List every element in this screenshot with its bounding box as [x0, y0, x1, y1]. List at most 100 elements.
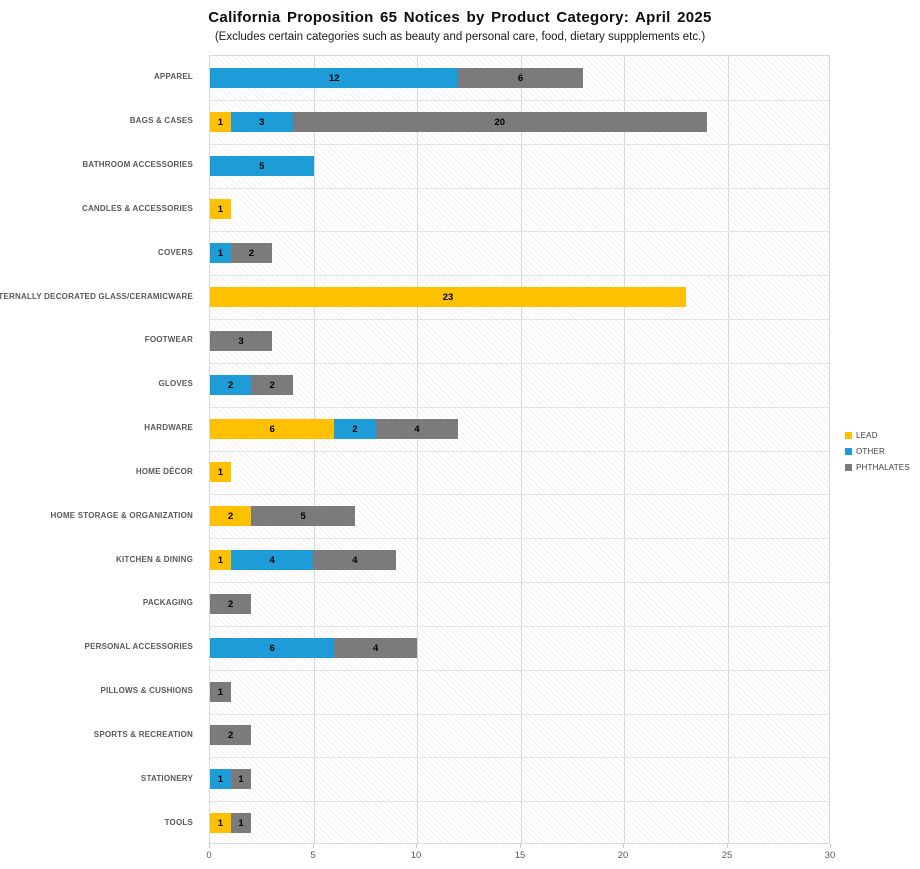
bar-segment-other-kitchen-dining: 4: [230, 550, 314, 570]
gridline-horizontal: [210, 714, 829, 715]
category-label-personal-accessories: PERSONAL ACCESSORIES: [84, 642, 193, 652]
x-tick-label-25: 25: [721, 850, 733, 861]
x-tick-mark-10: [416, 844, 417, 848]
category-label-sports-recreation: SPORTS & RECREATION: [93, 729, 193, 739]
x-tick-mark-20: [623, 844, 624, 848]
bar-row-sports-recreation: 2: [210, 725, 252, 745]
category-label-home-d-cor: HOME DÉCOR: [135, 466, 193, 476]
category-label-externally-decorated-glass-ceramicware: EXTERNALLY DECORATED GLASS/CERAMICWARE: [0, 291, 193, 301]
bar-row-apparel: 12 6: [210, 68, 583, 88]
gridline-horizontal: [210, 670, 829, 671]
bar-segment-lead-hardware: 6: [210, 419, 335, 439]
gridline-horizontal: [210, 231, 829, 232]
gridline-horizontal: [210, 801, 829, 802]
legend-entry-lead: LEAD: [845, 431, 910, 440]
gridline-horizontal: [210, 407, 829, 408]
legend-swatch-lead: [845, 432, 852, 439]
bar-segment-phthalates-stationery: 1: [230, 769, 252, 789]
category-label-stationery: STATIONERY: [140, 773, 193, 783]
gridline-vertical-15: [521, 56, 522, 843]
bar-segment-phthalates-pillows-cushions: 1: [210, 682, 231, 702]
gridline-horizontal: [210, 582, 829, 583]
gridline-horizontal: [210, 626, 829, 627]
bar-row-home-d-cor: 1: [210, 462, 231, 482]
legend-label-other: OTHER: [856, 447, 885, 456]
legend-swatch-other: [845, 448, 852, 455]
gridline-horizontal: [210, 363, 829, 364]
plot-area: 12 6 1 3 20 5 1 1 2 23 3 2 2 6 2 4 1 2 5 1 4 4 2 6 4 1 2 1 1 1 1: [209, 55, 830, 844]
bar-segment-phthalates-footwear: 3: [210, 331, 273, 351]
gridline-horizontal: [210, 144, 829, 145]
bar-segment-lead-candles-accessories: 1: [210, 199, 231, 219]
category-label-home-storage-organization: HOME STORAGE & ORGANIZATION: [50, 510, 193, 520]
gridline-horizontal: [210, 451, 829, 452]
bar-segment-phthalates-tools: 1: [230, 813, 252, 833]
gridline-horizontal: [210, 538, 829, 539]
bar-segment-lead-bags-cases: 1: [210, 112, 231, 132]
bar-segment-lead-home-d-cor: 1: [210, 462, 231, 482]
category-label-bags-cases: BAGS & CASES: [129, 116, 193, 126]
bar-segment-lead-tools: 1: [210, 813, 231, 833]
category-label-tools: TOOLS: [164, 817, 193, 827]
category-label-hardware: HARDWARE: [144, 423, 193, 433]
bar-segment-lead-externally-decorated-glass-ceramicware: 23: [210, 287, 687, 307]
legend-swatch-phthalates: [845, 464, 852, 471]
x-tick-label-20: 20: [617, 850, 629, 861]
legend: LEAD OTHER PHTHALATES: [845, 431, 910, 479]
bar-segment-lead-kitchen-dining: 1: [210, 550, 231, 570]
bar-row-packaging: 2: [210, 594, 252, 614]
category-label-covers: COVERS: [158, 247, 193, 257]
bar-segment-phthalates-bags-cases: 20: [292, 112, 707, 132]
gridline-horizontal: [210, 100, 829, 101]
category-label-footwear: FOOTWEAR: [144, 335, 193, 345]
legend-entry-other: OTHER: [845, 447, 910, 456]
gridline-horizontal: [210, 319, 829, 320]
gridline-horizontal: [210, 275, 829, 276]
bar-segment-other-personal-accessories: 6: [210, 638, 335, 658]
bar-segment-other-bags-cases: 3: [230, 112, 293, 132]
x-tick-mark-0: [209, 844, 210, 848]
bar-segment-other-stationery: 1: [210, 769, 231, 789]
gridline-vertical-10: [417, 56, 418, 843]
gridline-horizontal: [210, 757, 829, 758]
x-tick-mark-15: [520, 844, 521, 848]
bar-segment-phthalates-personal-accessories: 4: [334, 638, 417, 658]
gridline-vertical-20: [624, 56, 625, 843]
category-label-packaging: PACKAGING: [142, 598, 193, 608]
x-tick-label-15: 15: [514, 850, 526, 861]
bar-segment-phthalates-covers: 2: [230, 243, 273, 263]
bar-row-externally-decorated-glass-ceramicware: 23: [210, 287, 687, 307]
x-tick-label-30: 30: [824, 850, 836, 861]
bar-row-bags-cases: 1 3 20: [210, 112, 707, 132]
bar-segment-other-covers: 1: [210, 243, 231, 263]
bar-segment-other-apparel: 12: [210, 68, 459, 88]
legend-label-lead: LEAD: [856, 431, 878, 440]
chart-title: California Proposition 65 Notices by Pro…: [208, 9, 712, 26]
category-label-candles-accessories: CANDLES & ACCESSORIES: [81, 203, 193, 213]
bar-segment-phthalates-sports-recreation: 2: [210, 725, 252, 745]
legend-label-phthalates: PHTHALATES: [856, 463, 910, 472]
category-axis: APPAREL BAGS & CASES BATHROOM ACCESSORIES C…: [0, 55, 201, 844]
x-tick-label-0: 0: [206, 850, 212, 861]
bar-segment-phthalates-packaging: 2: [210, 594, 252, 614]
x-tick-label-5: 5: [310, 850, 316, 861]
x-tick-mark-30: [830, 844, 831, 848]
bar-segment-phthalates-home-storage-organization: 5: [251, 506, 355, 526]
bar-segment-phthalates-apparel: 6: [458, 68, 583, 88]
gridline-vertical-25: [728, 56, 729, 843]
x-tick-label-10: 10: [410, 850, 422, 861]
gridline-horizontal: [210, 188, 829, 189]
x-tick-mark-25: [727, 844, 728, 848]
bar-row-footwear: 3: [210, 331, 273, 351]
category-label-gloves: GLOVES: [158, 379, 193, 389]
gridline-horizontal: [210, 494, 829, 495]
x-tick-mark-5: [313, 844, 314, 848]
